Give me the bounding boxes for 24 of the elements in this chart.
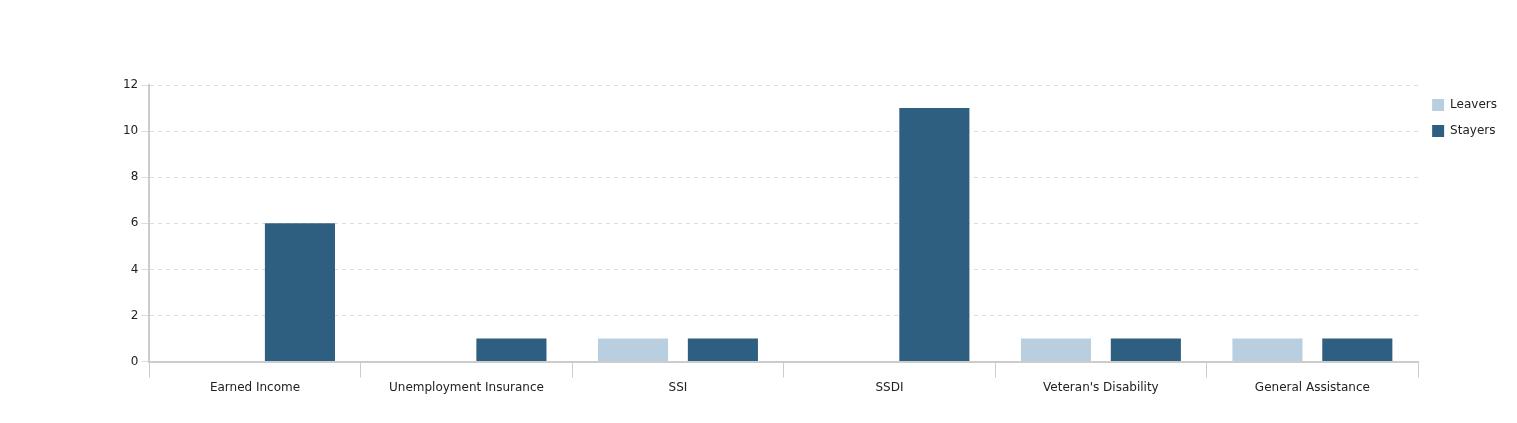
y-tick-label: 12 [122,77,139,92]
y-tick-label: 0 [130,353,139,368]
y-tick-label: 8 [130,169,139,184]
bar [1020,338,1092,362]
y-tick-label: 10 [122,123,139,138]
bar [264,223,335,362]
bar [476,338,547,362]
bar [687,338,758,362]
x-tick-label: General Assistance [1254,379,1370,394]
x-tick-label: SSI [668,379,688,394]
x-tick-label: SSDI [875,379,904,394]
bar [899,108,970,362]
x-tick-label: Earned Income [209,379,301,394]
legend-label: Leavers [1450,97,1498,112]
x-tick-label: Unemployment Insurance [389,379,544,394]
bar [1110,338,1181,362]
bar [1322,338,1393,362]
legend-label: Stayers [1450,123,1496,138]
y-tick-label: 6 [130,215,139,230]
bar [597,338,669,362]
y-tick-label: 4 [130,261,139,276]
y-tick-label: 2 [130,307,139,322]
bar [1232,338,1303,362]
x-tick-label: Veteran's Disability [1043,379,1159,394]
